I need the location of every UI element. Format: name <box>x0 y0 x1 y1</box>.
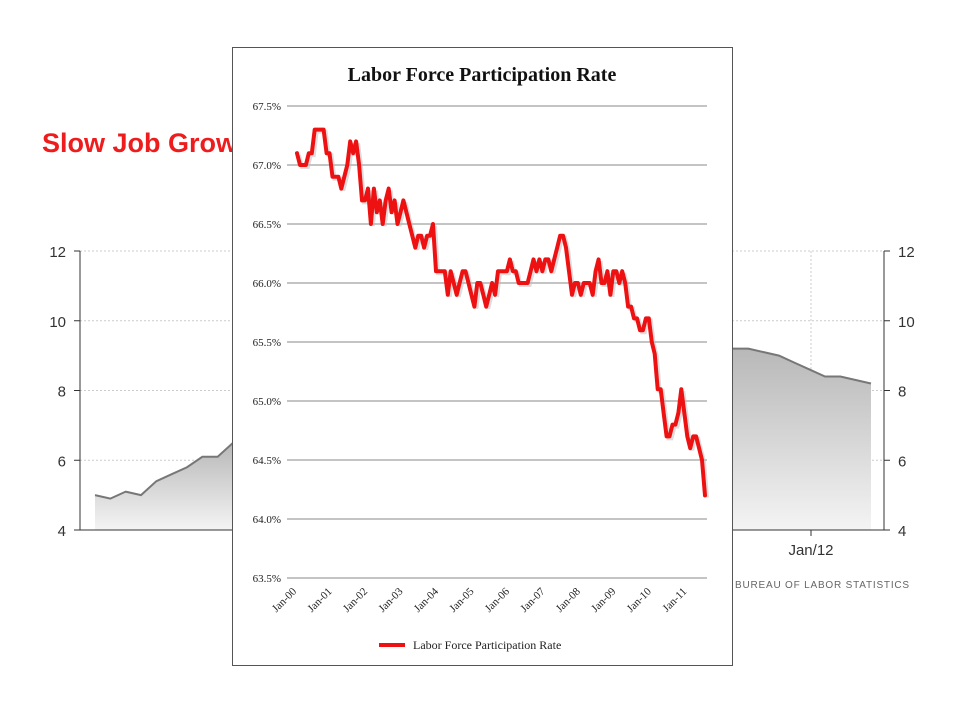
y-tick-label: 66.5% <box>253 219 281 231</box>
legend-label: Labor Force Participation Rate <box>413 638 561 652</box>
bg-x-tick-label: Jan/12 <box>788 542 833 559</box>
bg-series-left-line <box>94 442 234 500</box>
x-tick-label: Jan-05 <box>447 585 477 615</box>
y-tick-label: 65.0% <box>253 396 281 408</box>
data-source-label: BUREAU OF LABOR STATISTICS <box>735 580 910 591</box>
y-tick-label: 65.5% <box>253 337 281 349</box>
y-tick-label: 67.0% <box>253 160 281 172</box>
series-line <box>295 127 707 498</box>
chart-title: Labor Force Participation Rate <box>348 64 617 86</box>
x-tick-label: Jan-06 <box>483 585 513 615</box>
x-tick-label: Jan-01 <box>305 586 334 615</box>
participation-chart: Labor Force Participation Rate 63.5% 64.0… <box>253 64 709 652</box>
bg-y-tick-label-right: 8 <box>898 384 906 401</box>
bg-series-left-area <box>95 442 233 530</box>
bg-y-tick-label-left: 6 <box>58 453 66 470</box>
x-tick-label: Jan-09 <box>589 585 619 615</box>
x-tick-label: Jan-11 <box>660 586 689 615</box>
bg-y-tick-label-right: 10 <box>898 314 915 331</box>
x-tick-label: Jan-07 <box>518 585 548 615</box>
y-tick-label: 66.0% <box>253 278 281 290</box>
x-tick-label: Jan-10 <box>625 585 655 615</box>
y-tick-label: 64.0% <box>253 514 281 526</box>
bg-y-tick-label-left: 8 <box>58 384 66 401</box>
bg-series-right-line <box>733 347 872 385</box>
x-tick-label: Jan-08 <box>554 585 584 615</box>
x-tick-label: Jan-04 <box>412 585 442 615</box>
bg-y-tick-label-right: 4 <box>898 523 906 540</box>
x-tick-label: Jan-00 <box>270 585 300 615</box>
bg-series-right-area <box>733 348 871 530</box>
y-tick-label: 63.5% <box>253 573 281 585</box>
y-tick-label: 67.5% <box>253 101 281 113</box>
bg-y-tick-label-left: 10 <box>49 314 66 331</box>
bg-y-tick-label-right: 6 <box>898 453 906 470</box>
y-tick-label: 64.5% <box>253 455 281 467</box>
bg-y-tick-label-left: 4 <box>58 523 66 540</box>
bg-y-tick-label-left: 12 <box>49 244 66 261</box>
x-tick-label: Jan-02 <box>341 586 370 615</box>
x-tick-label: Jan-03 <box>376 585 406 615</box>
bg-y-tick-label-right: 12 <box>898 244 915 261</box>
participation-chart-card: Labor Force Participation Rate 63.5% 64.0… <box>232 47 733 666</box>
